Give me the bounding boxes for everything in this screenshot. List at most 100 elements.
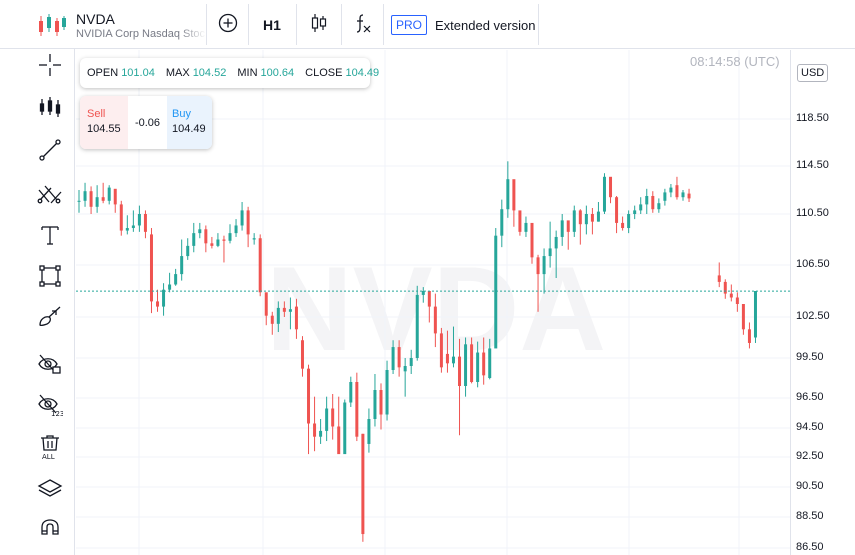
- toolbar-divider: [538, 4, 539, 45]
- drawing-toolbar: 123 ALL: [0, 49, 75, 555]
- price-tick-label: 88.50: [796, 510, 824, 522]
- close-value: 104.49: [345, 67, 380, 79]
- extended-version-button[interactable]: PRO Extended version: [391, 12, 535, 38]
- candle-body: [723, 281, 727, 294]
- candle-body: [131, 225, 135, 229]
- indicators-fx-icon: [354, 13, 372, 38]
- hide-indicators-button[interactable]: 123: [34, 391, 66, 423]
- candle-body: [729, 293, 733, 298]
- candle-body: [427, 291, 431, 307]
- candle-body: [391, 347, 395, 370]
- pro-badge: PRO: [391, 15, 428, 35]
- candle-body: [222, 239, 226, 241]
- candle-body: [113, 188, 117, 205]
- candle-body: [548, 248, 552, 257]
- candle-body: [421, 291, 425, 295]
- candle-body: [264, 292, 268, 316]
- currency-selector[interactable]: USD: [797, 64, 829, 82]
- candle-body: [747, 329, 751, 343]
- candle-body: [168, 284, 172, 290]
- price-tick-label: 92.50: [796, 450, 824, 462]
- candle-body: [609, 176, 613, 198]
- candle-body: [439, 333, 443, 368]
- toolbar-divider: [296, 4, 297, 45]
- candle-body: [512, 179, 516, 211]
- candle-body: [186, 245, 190, 257]
- candle-body: [210, 243, 214, 246]
- candle-body: [633, 210, 637, 214]
- symbol-ticker[interactable]: NVDA: [76, 11, 115, 27]
- candle-body: [198, 229, 202, 234]
- extended-version-label: Extended version: [435, 17, 536, 33]
- top-toolbar: NVDA NVIDIA Corp Nasdaq Stock H1 PRO Ext…: [0, 0, 855, 49]
- candle-body: [89, 191, 93, 207]
- candle-body: [657, 203, 661, 210]
- remove-all-button[interactable]: ALL: [34, 433, 66, 465]
- candle-body: [174, 274, 178, 285]
- price-tick-label: 106.50: [796, 258, 830, 270]
- price-tick-label: 110.50: [796, 207, 829, 219]
- candle-body: [234, 225, 238, 234]
- price-tick-label: 102.50: [796, 310, 830, 322]
- trend-line-tool-button[interactable]: [34, 136, 66, 168]
- chart-type-button[interactable]: [305, 12, 333, 38]
- candle-body: [288, 309, 292, 312]
- logo-icon: [36, 12, 66, 38]
- candle-body: [373, 390, 377, 419]
- candle-body: [735, 297, 739, 304]
- toolbar-divider: [206, 4, 207, 45]
- candle-body: [651, 196, 655, 210]
- crosshair-tool-button[interactable]: [34, 51, 66, 83]
- candle-body: [319, 430, 323, 437]
- candle-body: [542, 256, 546, 275]
- candle-body: [566, 220, 570, 232]
- price-tick-label: 118.50: [796, 112, 829, 124]
- text-tool-icon: [38, 223, 62, 252]
- candle-body: [228, 233, 232, 241]
- hide-drawings-button[interactable]: [34, 350, 66, 382]
- close-label: CLOSE: [305, 67, 343, 79]
- hide-indicators-icon: 123: [37, 393, 64, 422]
- candle-body: [687, 193, 691, 199]
- candle-body: [451, 356, 455, 364]
- min-label: MIN: [237, 67, 258, 79]
- spread-value: -0.06: [134, 116, 161, 129]
- fib-tool-button[interactable]: [34, 180, 66, 212]
- candlestick-chart[interactable]: NVDA: [76, 50, 790, 555]
- add-compare-button[interactable]: [214, 12, 242, 38]
- candle-body: [675, 185, 679, 198]
- buy-button[interactable]: Buy 104.49: [167, 96, 212, 149]
- candle-body: [627, 214, 631, 229]
- indicators-tool-button[interactable]: [34, 93, 66, 125]
- candle-body: [385, 370, 389, 415]
- sell-label: Sell: [87, 108, 106, 120]
- price-axis[interactable]: USD 118.50 114.50 110.50 106.50 102.50 99.50 9…: [790, 50, 855, 555]
- layers-button[interactable]: [34, 475, 66, 507]
- candle-body: [681, 192, 685, 198]
- timeframe-button[interactable]: H1: [263, 17, 281, 33]
- candle-body: [476, 352, 480, 382]
- chart-plot-area[interactable]: NVDA: [76, 50, 790, 555]
- candle-body: [409, 358, 413, 366]
- candle-body: [458, 356, 462, 386]
- candle-body: [584, 214, 588, 225]
- sell-button[interactable]: Sell 104.55: [80, 96, 128, 149]
- crosshair-icon: [38, 53, 62, 82]
- brush-tool-button[interactable]: [34, 303, 66, 335]
- buy-label: Buy: [172, 108, 191, 120]
- indicators-button[interactable]: [349, 12, 377, 38]
- candle-body: [554, 236, 558, 249]
- candle-body: [482, 352, 486, 376]
- open-value: 101.04: [121, 67, 155, 79]
- candle-body: [741, 304, 745, 330]
- candle-body: [530, 222, 534, 258]
- rectangle-tool-button[interactable]: [34, 262, 66, 294]
- candle-body: [506, 179, 510, 210]
- candle-body: [270, 315, 274, 324]
- candle-body: [621, 222, 625, 229]
- magnet-button[interactable]: [34, 517, 66, 549]
- candle-body: [137, 214, 141, 226]
- candle-body: [77, 200, 81, 202]
- candle-body: [162, 289, 166, 307]
- text-tool-button[interactable]: [34, 221, 66, 253]
